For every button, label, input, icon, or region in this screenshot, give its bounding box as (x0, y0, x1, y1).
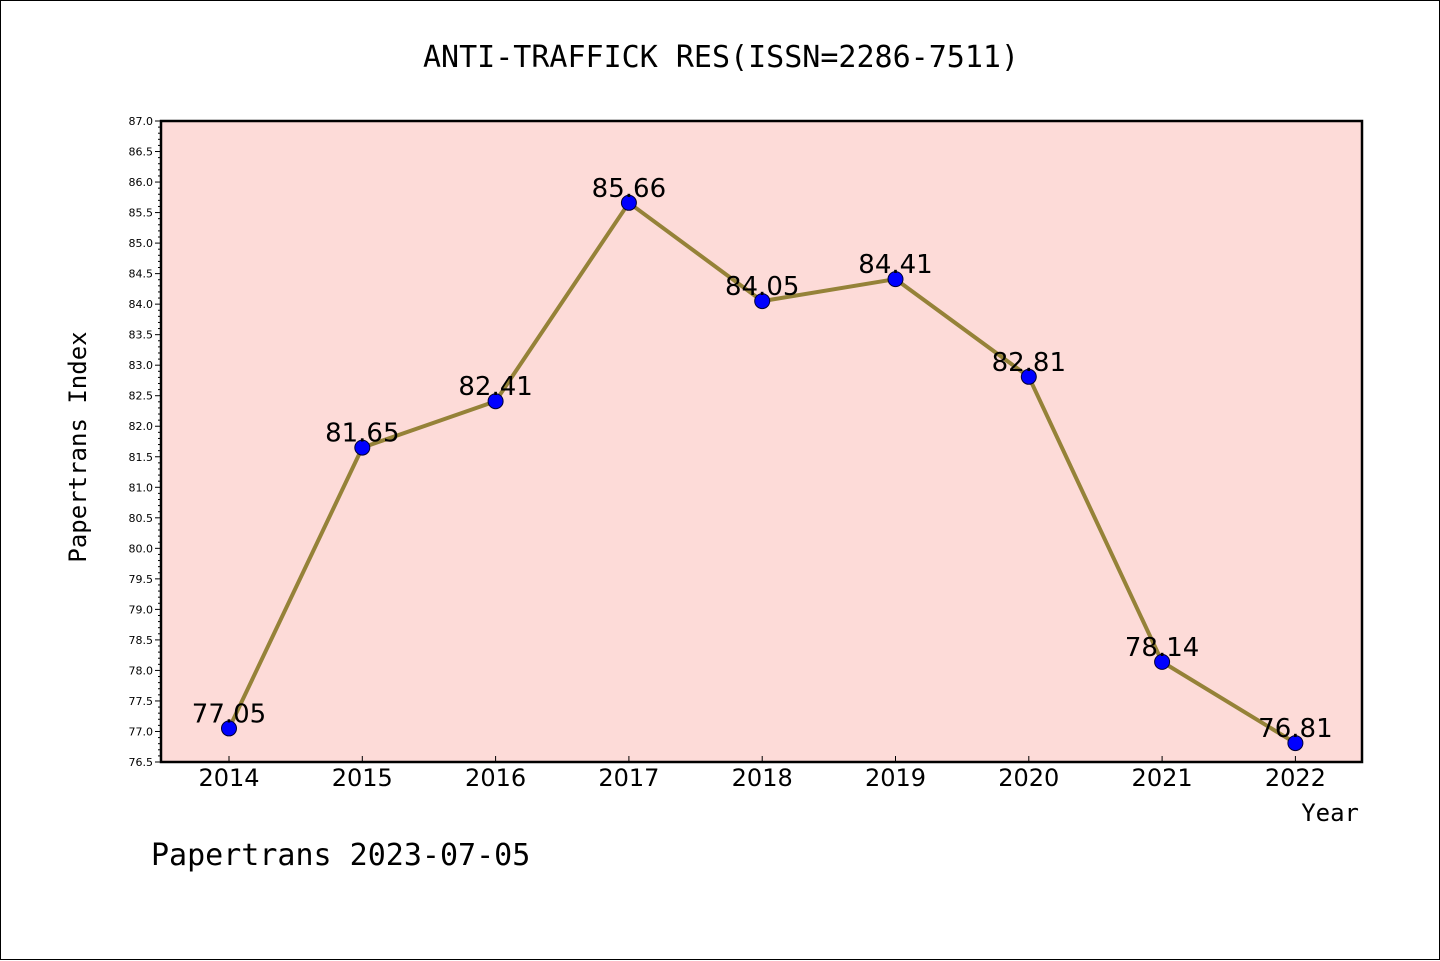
data-point (1154, 653, 1171, 670)
y-tick-label: 77.0 (129, 725, 154, 738)
y-tick-label: 86.0 (129, 176, 154, 189)
data-label: 76.81 (1258, 714, 1332, 744)
data-label: 82.81 (992, 348, 1066, 378)
x-tick-label: 2019 (865, 764, 926, 792)
y-tick-label: 81.0 (129, 481, 154, 494)
y-tick-label: 83.5 (129, 329, 154, 342)
data-labels: 77.05 81.65 82.41 85.66 84.05 84.41 82.81 78.14… (192, 174, 1333, 744)
data-point (354, 439, 371, 456)
data-label: 81.65 (325, 419, 399, 449)
y-tick-label: 78.5 (129, 634, 154, 647)
y-tick-label: 83.0 (129, 359, 154, 372)
x-tick-label: 2020 (998, 764, 1059, 792)
x-axis-title: Year (1301, 799, 1359, 827)
x-axis: 2014 2015 2016 2017 2018 2019 2020 2021 2022 (198, 756, 1326, 792)
y-tick-label: 87.0 (129, 115, 154, 128)
watermark-text: Papertrans 2023-07-05 (151, 838, 530, 873)
x-tick-label: 2016 (465, 764, 526, 792)
y-tick-label: 80.0 (129, 542, 154, 555)
y-tick-label: 78.0 (129, 664, 154, 677)
x-tick-label: 2021 (1132, 764, 1193, 792)
data-point (887, 271, 904, 288)
data-point (487, 393, 504, 410)
data-label: 85.66 (592, 174, 666, 204)
data-point (620, 194, 637, 211)
y-tick-label: 76.5 (129, 756, 154, 769)
y-tick-label: 85.5 (129, 207, 154, 220)
chart-title: ANTI-TRAFFICK RES(ISSN=2286-7511) (423, 40, 1019, 75)
data-point (1287, 735, 1304, 752)
data-point (1020, 368, 1037, 385)
data-label: 84.05 (725, 272, 799, 302)
data-label: 84.41 (858, 250, 932, 280)
y-tick-label: 77.5 (129, 695, 154, 708)
y-tick-label: 82.5 (129, 390, 154, 403)
y-tick-label: 84.5 (129, 268, 154, 281)
data-point (754, 293, 771, 310)
y-tick-label: 85.0 (129, 237, 154, 250)
x-tick-label: 2018 (732, 764, 793, 792)
y-tick-label: 86.5 (129, 146, 154, 159)
y-tick-label: 79.0 (129, 603, 154, 616)
data-label: 78.14 (1125, 633, 1199, 663)
data-point (221, 720, 237, 737)
y-axis-title: Papertrans Index (64, 331, 92, 562)
y-tick-label: 80.5 (129, 512, 154, 525)
data-label: 82.41 (458, 372, 532, 402)
x-tick-label: 2015 (332, 764, 393, 792)
y-tick-label: 79.5 (129, 573, 154, 586)
y-tick-label: 81.5 (129, 451, 154, 464)
series-group (221, 194, 1304, 752)
data-label: 77.05 (192, 699, 266, 729)
y-tick-label: 84.0 (129, 298, 154, 311)
y-tick-label: 82.0 (129, 420, 154, 433)
x-tick-label: 2017 (598, 764, 659, 792)
x-tick-label: 2022 (1265, 764, 1326, 792)
y-axis: 76.5 77.0 77.5 78.0 78.5 79.0 79.5 80.0 80.5 81.0… (129, 115, 161, 769)
x-tick-label: 2014 (198, 764, 259, 792)
plot-border (159, 119, 1364, 764)
